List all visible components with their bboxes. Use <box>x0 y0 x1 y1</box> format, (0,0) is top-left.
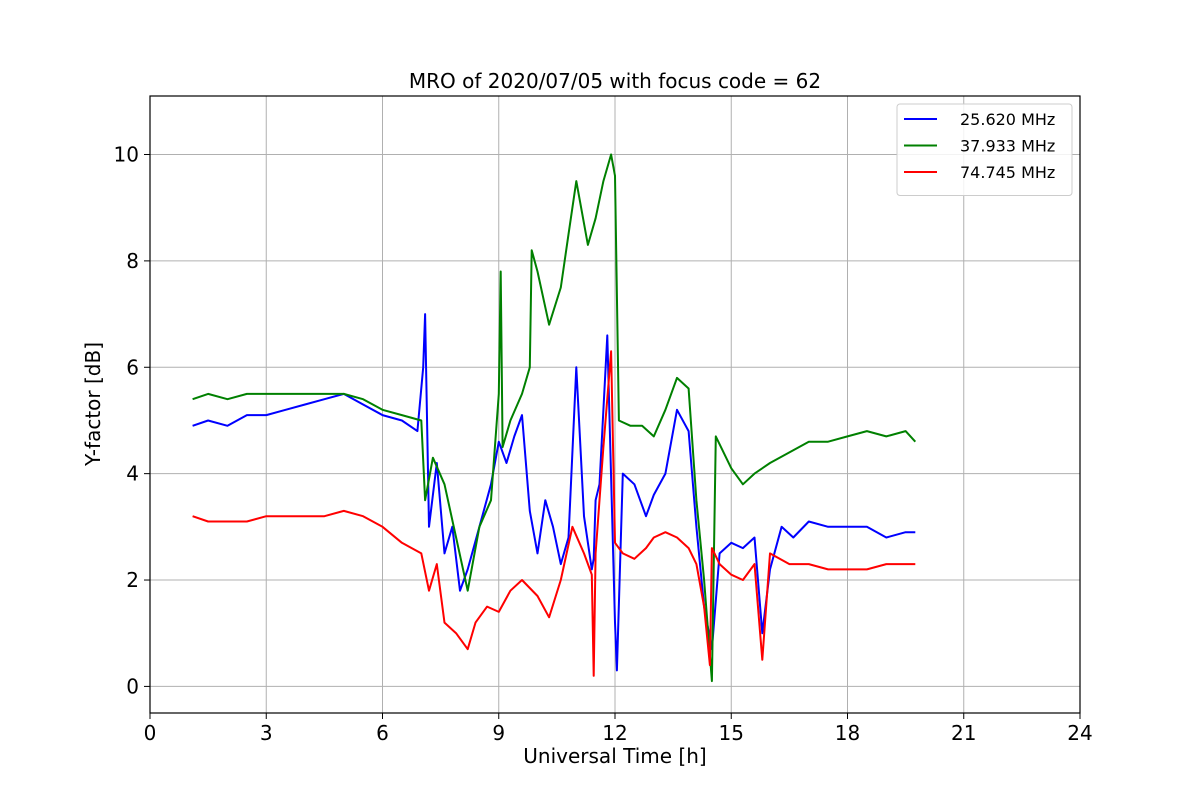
series-line-74-745-mhz <box>192 350 916 677</box>
y-tick-label: 8 <box>126 249 139 273</box>
series-line-37-933-mhz <box>192 153 917 683</box>
y-tick-label: 6 <box>126 355 139 379</box>
x-tick-label: 0 <box>144 721 157 745</box>
y-tick-label: 0 <box>126 674 139 698</box>
series-layer <box>192 153 917 683</box>
legend-box <box>896 103 1073 196</box>
x-tick-label: 21 <box>951 721 976 745</box>
legend: 25.620 MHz 37.933 MHz 74.745 MHz <box>896 103 1073 196</box>
series-line-25-620-mhz <box>192 313 916 672</box>
x-tick-label: 18 <box>835 721 860 745</box>
x-tick-label: 12 <box>602 721 627 745</box>
legend-label: 37.933 MHz <box>960 137 1055 156</box>
y-tick-label: 2 <box>126 568 139 592</box>
y-tick-label: 4 <box>126 462 139 486</box>
x-axis-label: Universal Time [h] <box>523 744 706 768</box>
chart-title: MRO of 2020/07/05 with focus code = 62 <box>409 69 821 93</box>
y-axis-label: Y-factor [dB] <box>81 342 105 467</box>
x-tick-label: 9 <box>492 721 505 745</box>
x-tick-label: 3 <box>260 721 273 745</box>
legend-label: 74.745 MHz <box>960 163 1055 182</box>
x-tick-label: 15 <box>719 721 744 745</box>
legend-label: 25.620 MHz <box>960 110 1055 129</box>
x-tick-label: 24 <box>1067 721 1092 745</box>
x-tick-label: 6 <box>376 721 389 745</box>
y-tick-label: 10 <box>114 143 139 167</box>
